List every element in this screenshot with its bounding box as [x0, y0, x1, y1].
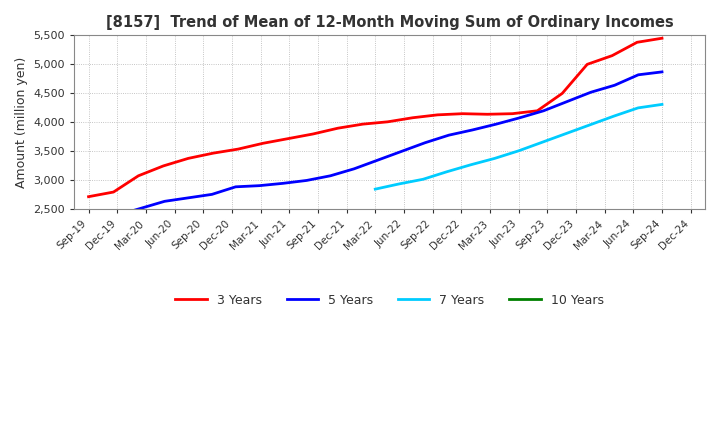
5 Years — [207, 192, 216, 197]
5 Years — [539, 108, 548, 114]
3 Years — [284, 136, 292, 141]
Line: 7 Years: 7 Years — [375, 104, 662, 189]
3 Years — [359, 121, 367, 127]
3 Years — [433, 112, 442, 117]
7 Years — [419, 176, 428, 182]
Line: 3 Years: 3 Years — [89, 38, 662, 197]
5 Years — [231, 184, 240, 190]
5 Years — [444, 132, 453, 138]
3 Years — [408, 115, 417, 121]
Title: [8157]  Trend of Mean of 12-Month Moving Sum of Ordinary Incomes: [8157] Trend of Mean of 12-Month Moving … — [106, 15, 673, 30]
5 Years — [397, 149, 406, 154]
3 Years — [657, 36, 666, 41]
5 Years — [374, 158, 382, 163]
5 Years — [468, 127, 477, 132]
3 Years — [258, 141, 267, 146]
3 Years — [483, 112, 492, 117]
3 Years — [533, 108, 541, 114]
7 Years — [562, 131, 571, 136]
Line: 5 Years: 5 Years — [117, 72, 662, 215]
7 Years — [371, 187, 379, 192]
7 Years — [467, 162, 475, 167]
7 Years — [634, 105, 642, 110]
5 Years — [184, 195, 192, 201]
7 Years — [490, 156, 499, 161]
5 Years — [634, 72, 643, 77]
7 Years — [395, 181, 403, 187]
Y-axis label: Amount (million yen): Amount (million yen) — [15, 57, 28, 188]
7 Years — [443, 169, 451, 174]
7 Years — [539, 139, 547, 145]
3 Years — [558, 91, 567, 96]
5 Years — [587, 90, 595, 95]
3 Years — [309, 132, 318, 137]
3 Years — [633, 40, 642, 45]
3 Years — [333, 125, 342, 131]
5 Years — [279, 181, 287, 186]
5 Years — [302, 178, 311, 183]
5 Years — [516, 115, 524, 121]
5 Years — [611, 83, 619, 88]
5 Years — [657, 69, 666, 74]
5 Years — [255, 183, 264, 188]
7 Years — [610, 114, 618, 119]
5 Years — [563, 99, 572, 104]
5 Years — [161, 199, 169, 204]
3 Years — [84, 194, 93, 199]
3 Years — [458, 111, 467, 116]
5 Years — [137, 205, 145, 211]
5 Years — [492, 121, 500, 127]
7 Years — [657, 102, 666, 107]
3 Years — [109, 189, 118, 194]
3 Years — [508, 111, 517, 116]
Legend: 3 Years, 5 Years, 7 Years, 10 Years: 3 Years, 5 Years, 7 Years, 10 Years — [171, 289, 608, 312]
3 Years — [159, 163, 168, 169]
3 Years — [234, 147, 243, 152]
5 Years — [350, 166, 359, 172]
7 Years — [514, 148, 523, 154]
3 Years — [583, 62, 592, 67]
3 Years — [184, 156, 192, 161]
3 Years — [209, 150, 217, 156]
5 Years — [113, 213, 122, 218]
3 Years — [384, 119, 392, 125]
3 Years — [134, 173, 143, 179]
5 Years — [420, 140, 429, 145]
5 Years — [326, 173, 335, 179]
3 Years — [608, 53, 616, 58]
7 Years — [586, 122, 595, 127]
